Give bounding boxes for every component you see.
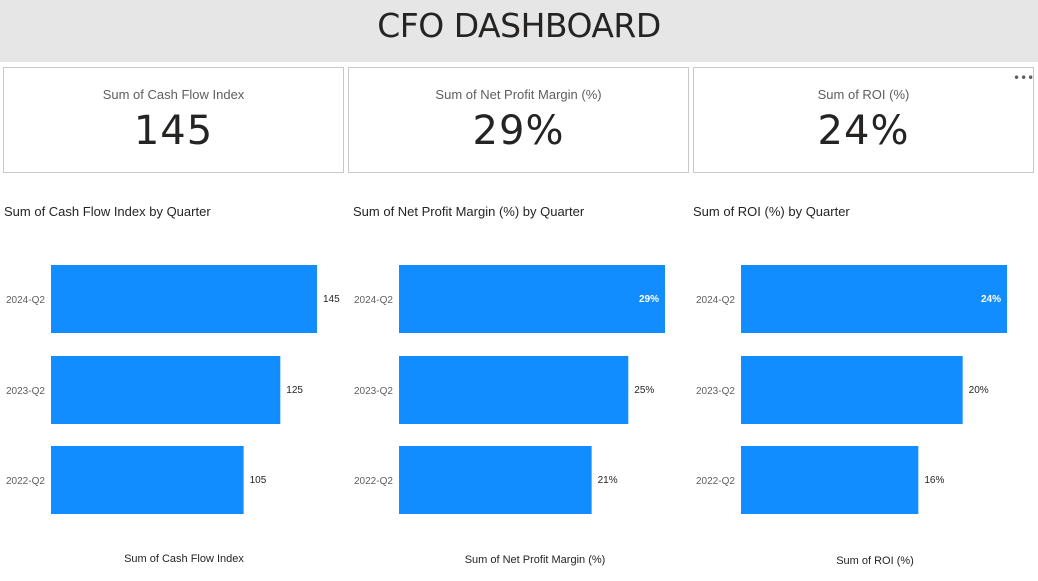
- bar-chart-cash-flow[interactable]: 2024-Q2 145 2023-Q2 125 2022-Q2 105: [0, 240, 345, 530]
- data-label: 20%: [969, 385, 989, 396]
- data-label: 21%: [598, 475, 618, 486]
- dashboard-header: CFO DASHBOARD: [0, 0, 1038, 62]
- category-label: 2022-Q2: [696, 476, 735, 487]
- data-label: 16%: [924, 475, 944, 486]
- x-axis-title: Sum of ROI (%): [836, 555, 914, 567]
- chart-title-net-profit-margin: Sum of Net Profit Margin (%) by Quarter: [353, 204, 585, 219]
- dashboard-title: CFO DASHBOARD: [377, 6, 661, 45]
- more-options-icon[interactable]: •••: [1013, 71, 1035, 85]
- data-label: 24%: [981, 294, 1001, 305]
- bar-2024-Q2[interactable]: [741, 265, 1007, 333]
- data-label: 29%: [639, 294, 659, 305]
- data-label: 25%: [634, 385, 654, 396]
- kpi-card-net-profit-margin[interactable]: Sum of Net Profit Margin (%) 29%: [348, 67, 689, 173]
- kpi-card-roi[interactable]: Sum of ROI (%) 24%: [693, 67, 1034, 173]
- chart-title-roi: Sum of ROI (%) by Quarter: [693, 204, 850, 219]
- category-label: 2023-Q2: [696, 386, 735, 397]
- category-label: 2024-Q2: [6, 295, 45, 306]
- kpi-value: 29%: [472, 108, 565, 154]
- bar-2023-Q2[interactable]: [51, 356, 281, 424]
- x-axis-title: Sum of Cash Flow Index: [124, 553, 244, 565]
- bar-2024-Q2[interactable]: [399, 265, 665, 333]
- bar-2024-Q2[interactable]: [51, 265, 317, 333]
- kpi-label: Sum of Cash Flow Index: [102, 87, 245, 102]
- bar-2023-Q2[interactable]: [399, 356, 629, 424]
- category-label: 2024-Q2: [696, 295, 735, 306]
- bar-2022-Q2[interactable]: [741, 446, 919, 514]
- x-axis-title: Sum of Net Profit Margin (%): [464, 554, 606, 566]
- data-label: 145: [323, 294, 340, 305]
- category-label: 2023-Q2: [6, 386, 45, 397]
- category-label: 2023-Q2: [354, 386, 393, 397]
- bar-chart-roi[interactable]: 2024-Q2 24% 2023-Q2 20% 2022-Q2 16%: [690, 240, 1035, 530]
- category-label: 2024-Q2: [354, 295, 393, 306]
- bar-2022-Q2[interactable]: [399, 446, 592, 514]
- kpi-label: Sum of ROI (%): [817, 87, 910, 102]
- kpi-card-cash-flow[interactable]: Sum of Cash Flow Index 145: [3, 67, 344, 173]
- category-label: 2022-Q2: [6, 476, 45, 487]
- kpi-value: 24%: [817, 108, 910, 154]
- data-label: 105: [250, 475, 267, 486]
- bar-2023-Q2[interactable]: [741, 356, 963, 424]
- kpi-label: Sum of Net Profit Margin (%): [435, 87, 602, 102]
- data-label: 125: [286, 385, 303, 396]
- bar-2022-Q2[interactable]: [51, 446, 244, 514]
- bar-chart-net-profit-margin[interactable]: 2024-Q2 29% 2023-Q2 25% 2022-Q2 21%: [348, 240, 693, 530]
- kpi-value: 145: [133, 108, 214, 154]
- category-label: 2022-Q2: [354, 476, 393, 487]
- chart-title-cash-flow: Sum of Cash Flow Index by Quarter: [4, 204, 211, 219]
